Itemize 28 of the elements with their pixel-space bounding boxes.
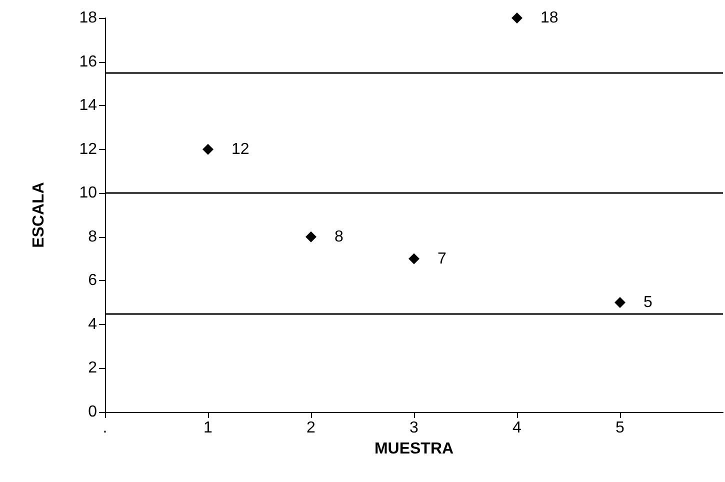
x-tick-label: 4 <box>512 420 522 436</box>
x-axis-title: MUESTRA <box>374 440 454 458</box>
y-tick-label: 14 <box>79 97 98 114</box>
point <box>202 144 214 155</box>
y-tick-label: 2 <box>88 360 98 377</box>
x-tick-label: . <box>102 420 108 436</box>
data-label: 18 <box>540 10 558 26</box>
data-label: 12 <box>232 140 250 158</box>
point <box>614 297 626 308</box>
x-tick-label: 5 <box>616 420 625 436</box>
y-tick-label: 12 <box>79 140 98 158</box>
data-label: 7 <box>438 250 446 268</box>
x-tick-label: 2 <box>306 420 316 436</box>
point <box>512 12 522 24</box>
y-tick-label: 16 <box>79 53 98 70</box>
y-tick-label: 4 <box>88 316 98 333</box>
y-tick-label: 0 <box>88 404 98 420</box>
y-tick-label: 6 <box>88 272 98 290</box>
point <box>408 253 420 264</box>
y-axis-title: ESCALA <box>30 182 48 248</box>
x-tick-label: 3 <box>410 420 419 436</box>
x-tick-label: 1 <box>204 420 213 436</box>
y-tick-label: 8 <box>88 228 98 246</box>
y-tick-label: 10 <box>79 184 98 202</box>
point <box>306 231 316 242</box>
data-label: 8 <box>334 228 344 246</box>
data-label: 5 <box>644 294 652 312</box>
y-tick-label: 18 <box>79 10 98 26</box>
